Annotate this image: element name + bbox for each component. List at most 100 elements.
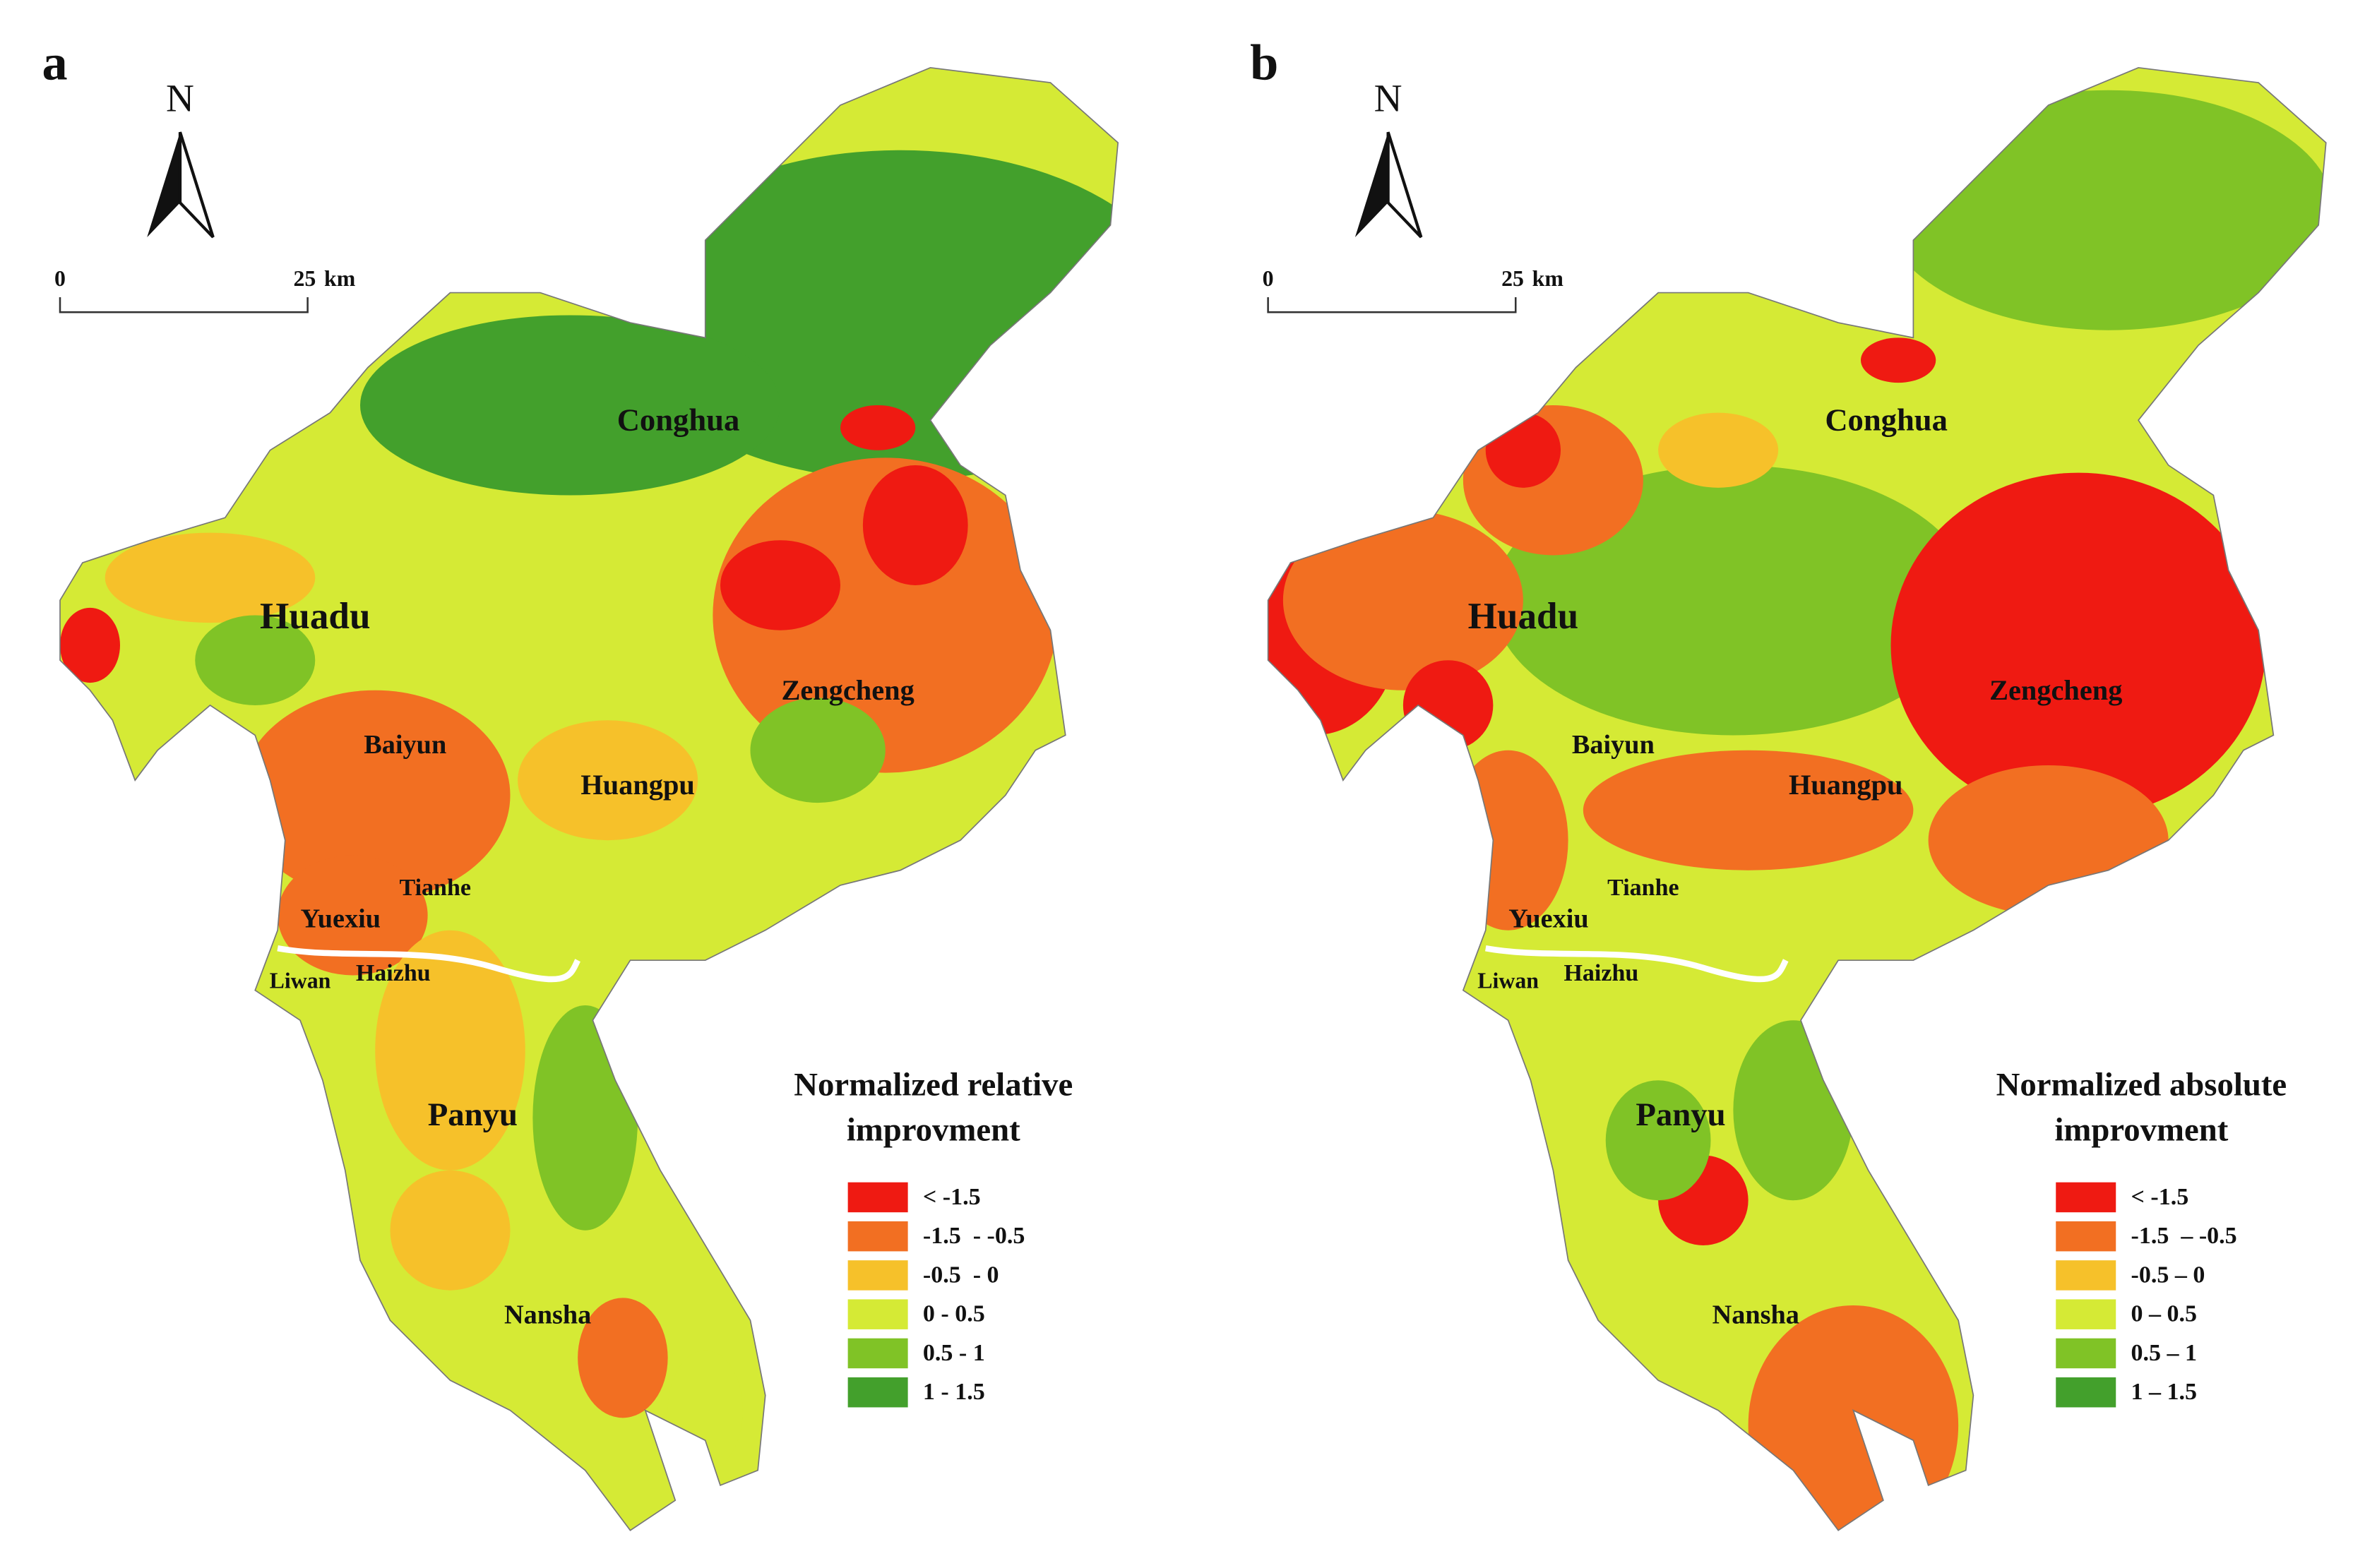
north-arrow-right	[178, 131, 215, 239]
region-patch	[1861, 337, 1936, 383]
river	[1485, 945, 1789, 983]
region-patch	[195, 615, 316, 705]
district-label: Huangpu	[1789, 769, 1903, 801]
legend-swatch	[2056, 1221, 2116, 1252]
district-label: Tianhe	[1607, 875, 1679, 901]
legend-title: Normalized relative	[794, 1067, 1073, 1103]
region-patch	[750, 698, 886, 803]
legend-swatch	[847, 1299, 908, 1329]
region-patch	[1402, 660, 1494, 750]
legend-label: 0 - 0.5	[923, 1301, 985, 1327]
region-patch	[518, 720, 698, 841]
legend-label: 0.5 – 1	[2131, 1340, 2198, 1366]
region-patch	[1583, 750, 1914, 870]
legend-label: -0.5 – 0	[2131, 1262, 2205, 1288]
region-patch	[278, 855, 428, 976]
district-label: Baiyun	[364, 730, 446, 760]
region-patch	[720, 540, 840, 630]
district-label: Huadu	[260, 596, 370, 637]
scale-unit: km	[1532, 266, 1563, 291]
north-arrow-left	[1354, 132, 1388, 237]
district-label: Huadu	[1468, 596, 1578, 637]
legend-swatch	[847, 1377, 908, 1408]
region-patch	[1282, 510, 1523, 690]
region-patch	[1928, 765, 2169, 916]
scale-bar	[59, 297, 309, 313]
legend-label: 1 - 1.5	[923, 1379, 985, 1405]
boundary	[1267, 66, 2327, 1531]
legend-swatch	[847, 1182, 908, 1213]
district-label: Zengcheng	[1989, 674, 2122, 706]
scale-start: 0	[54, 266, 66, 291]
scale-end: 25	[293, 266, 316, 291]
legend-swatch	[2056, 1338, 2116, 1369]
region-patch	[240, 690, 511, 901]
north-arrow-left	[147, 132, 180, 237]
district-label: Baiyun	[1572, 730, 1655, 760]
region-patch	[390, 1170, 511, 1291]
district-label: Tianhe	[400, 875, 471, 901]
legend-label: < -1.5	[923, 1184, 981, 1210]
boundary	[59, 66, 1119, 1531]
region-patch	[1883, 90, 2326, 330]
region-patch	[532, 1005, 638, 1231]
legend-label: -1.5 - -0.5	[923, 1223, 1025, 1249]
legend-swatch	[847, 1260, 908, 1291]
region-patch	[360, 315, 780, 496]
legend-label: < -1.5	[2131, 1184, 2189, 1210]
legend-swatch	[2056, 1377, 2116, 1408]
region-patch	[667, 1350, 743, 1471]
scale-end: 25	[1501, 266, 1524, 291]
map-panel: a N 0 25 km Conghua Huadu Zengcheng Baiyun Huangp…	[42, 34, 1119, 1531]
district-label: Nansha	[1712, 1300, 1799, 1330]
region-patch	[840, 405, 916, 450]
district-label: Liwan	[270, 968, 331, 993]
region-patch	[1890, 472, 2266, 818]
legend-label: -0.5 - 0	[923, 1262, 999, 1288]
region-patch	[375, 930, 525, 1171]
scale-start: 0	[1263, 266, 1274, 291]
region-patch	[105, 532, 316, 623]
legend-swatch	[847, 1338, 908, 1369]
scale-bar	[1267, 297, 1517, 313]
map-panel: b N 0 25 km Conghua Huadu Zengcheng Baiyun Huangp…	[1250, 34, 2327, 1531]
region-patch	[60, 607, 120, 683]
panel-label: a	[42, 34, 68, 90]
region-patch	[862, 465, 968, 585]
legend-title: Normalized absolute	[1996, 1067, 2287, 1103]
legend-label: 0.5 - 1	[923, 1340, 985, 1366]
district-label: Haizhu	[1563, 960, 1638, 986]
district-label: Zengcheng	[781, 674, 914, 706]
legend-label: 1 – 1.5	[2131, 1379, 2198, 1405]
district-label: Conghua	[617, 402, 740, 438]
legend-swatch	[2056, 1299, 2116, 1329]
scale-unit: km	[324, 266, 355, 291]
north-arrow-right	[1386, 131, 1423, 239]
north-label: N	[166, 76, 194, 119]
region-patch	[1733, 1020, 1854, 1201]
legend-label: -1.5 – -0.5	[2131, 1223, 2237, 1249]
region-patch	[578, 1298, 668, 1418]
legend-swatch	[2056, 1260, 2116, 1291]
region-patch	[1658, 412, 1779, 488]
region-patch	[1448, 750, 1568, 930]
regions	[60, 150, 1119, 1471]
district-label: Huangpu	[580, 769, 695, 801]
legend-swatch	[2056, 1182, 2116, 1213]
legend-label: 0 – 0.5	[2131, 1301, 2198, 1327]
north-label: N	[1374, 76, 1402, 119]
legend-title: improvment	[2054, 1111, 2228, 1148]
region-patch	[713, 457, 1059, 773]
district-label: Liwan	[1477, 968, 1539, 993]
legend-swatch	[847, 1221, 908, 1252]
district-label: Panyu	[428, 1096, 518, 1133]
legend-title: improvment	[847, 1111, 1020, 1148]
district-label: Panyu	[1636, 1096, 1725, 1133]
district-label: Yuexiu	[1508, 904, 1588, 934]
district-label: Nansha	[504, 1300, 591, 1330]
district-label: Haizhu	[356, 960, 431, 986]
region-patch	[1485, 412, 1561, 488]
panel-label: b	[1250, 34, 1278, 90]
